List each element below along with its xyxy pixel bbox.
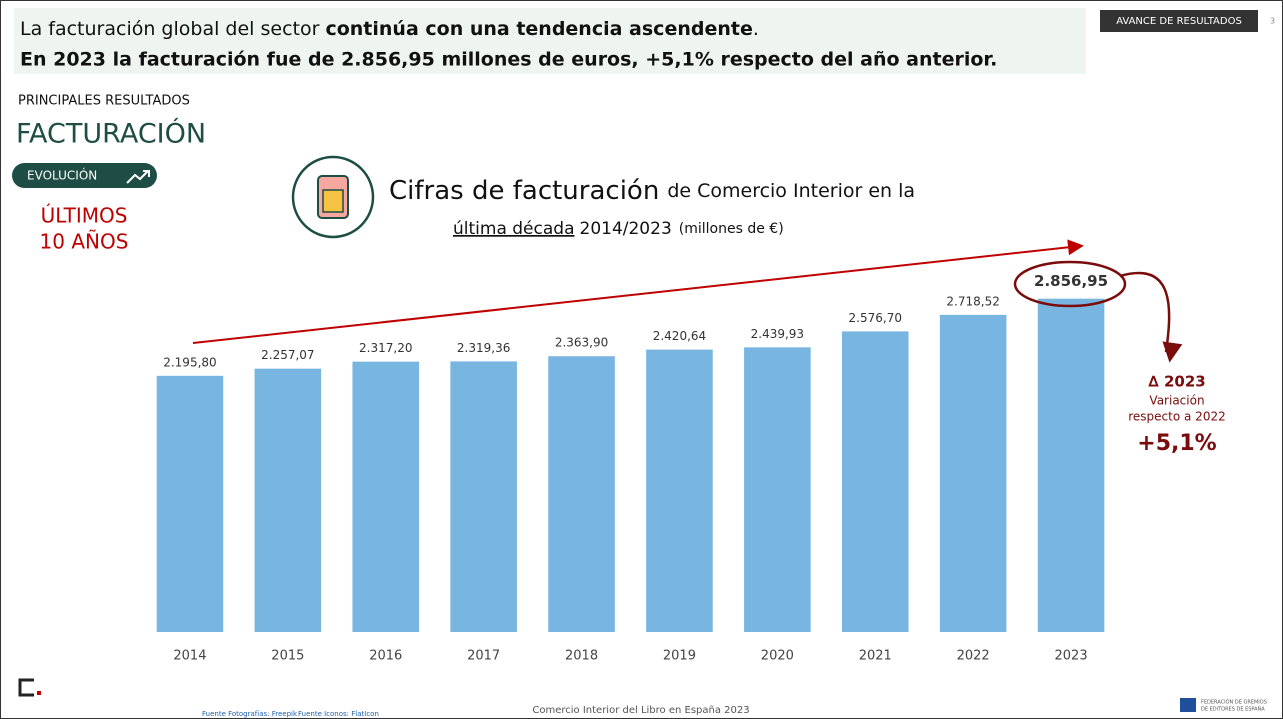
x-tick-label: 2019 (663, 649, 696, 664)
period: 10 AÑOS (40, 230, 129, 254)
value-label: 2.856,95 (1034, 272, 1108, 290)
bar (352, 361, 420, 632)
bar (646, 349, 713, 632)
x-tick-label: 2016 (369, 649, 402, 664)
x-tick-label: 2022 (957, 649, 990, 664)
x-tick-label: 2023 (1055, 649, 1088, 664)
text: La facturación global del sector (20, 18, 325, 40)
text: última década (453, 219, 575, 239)
annotation: +5,1% (1137, 431, 1216, 456)
text: . (753, 18, 759, 40)
text: 2014/2023 (580, 219, 672, 239)
text: Cifras de facturación (389, 176, 659, 206)
tag-box (1100, 10, 1258, 32)
bar (156, 375, 224, 632)
federation: DE EDITORES DE ESPAÑA (1201, 706, 1265, 713)
value-label: 2.195,80 (163, 355, 216, 369)
bar (841, 331, 909, 632)
x-tick-label: 2021 (859, 649, 892, 664)
x-tick-label: 2015 (271, 649, 304, 664)
highlight (1013, 260, 1127, 308)
chart-subtitle: última década 2014/2023 (millones de €) (453, 219, 784, 239)
value-label: 2.576,70 (849, 311, 902, 325)
annotation: Variación (1149, 394, 1204, 408)
chart-title: Cifras de facturación de Comercio Interio… (389, 176, 915, 206)
value-label: 2.718,52 (946, 294, 999, 308)
badge-text: EVOLUCIÓN (27, 168, 97, 183)
heading: FACTURACIÓN (16, 118, 206, 150)
bar (744, 347, 811, 632)
bar (1037, 298, 1105, 632)
x-tick-label: 2020 (761, 649, 794, 664)
trend-arrow (192, 239, 1084, 344)
annotation: ∆ 2023 (1148, 373, 1205, 391)
annotation: respecto a 2022 (1128, 410, 1225, 424)
text: de Comercio Interior en la (667, 180, 915, 202)
value-label: 2.257,07 (261, 348, 314, 362)
bar (939, 314, 1007, 632)
source: Fuente Fotografías: Freepik (202, 710, 298, 718)
logo-dot (37, 691, 41, 695)
value-label: 2.319,36 (457, 341, 510, 355)
section: PRINCIPALES RESULTADOS (18, 94, 190, 109)
tag: AVANCE DE RESULTADOS (1116, 16, 1242, 27)
federation: FEDERACIÓN DE GREMIOS (1201, 699, 1267, 706)
value-label: 2.439,93 (751, 327, 804, 341)
footer-center: Comercio Interior del Libro en España 20… (532, 705, 749, 716)
header-line1: La facturación global del sector continú… (20, 18, 759, 40)
x-tick-label: 2014 (173, 649, 206, 664)
bar (254, 368, 322, 632)
value-label: 2.317,20 (359, 341, 412, 355)
logo-mark (18, 678, 34, 697)
bar (548, 356, 615, 632)
period: ÚLTIMOS (41, 204, 128, 228)
header-box (14, 8, 1086, 74)
x-tick-label: 2017 (467, 649, 500, 664)
calculator-keys (322, 189, 344, 213)
x-tick-label: 2018 (565, 649, 598, 664)
callout-arrow (1119, 271, 1183, 363)
header-line2: En 2023 la facturación fue de 2.856,95 m… (20, 49, 997, 71)
trend-icon (126, 170, 150, 184)
badge (12, 163, 157, 188)
bar (450, 361, 517, 632)
value-label: 2.363,90 (555, 336, 608, 350)
text: continúa con una tendencia ascendente (325, 18, 752, 40)
page-number: 3 (1270, 17, 1275, 26)
value-label: 2.420,64 (653, 329, 706, 343)
source: Fuente Iconos: FlatIcon (298, 710, 379, 718)
federation-logo (1180, 698, 1196, 712)
text: (millones de €) (679, 221, 784, 237)
